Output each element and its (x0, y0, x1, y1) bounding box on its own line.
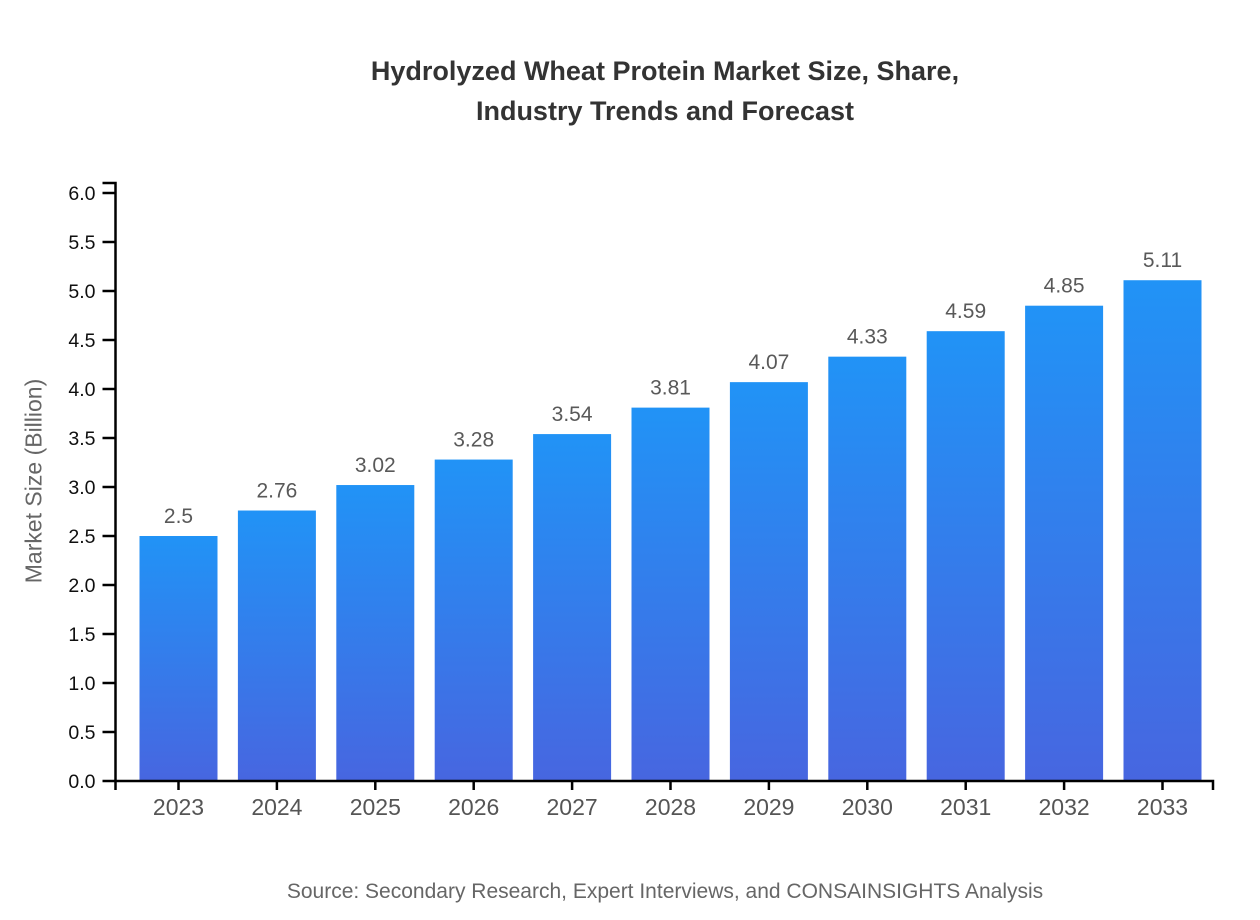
bar-2030 (828, 356, 907, 781)
y-tick-label: 2.5 (68, 526, 95, 548)
x-tick-label: 2029 (743, 794, 794, 820)
chart-title-line2: Industry Trends and Forecast (475, 96, 855, 126)
y-tick-label: 4.5 (68, 330, 95, 352)
bar-2023 (139, 536, 218, 781)
y-tick-label: 4.0 (68, 379, 95, 401)
y-axis-line (102, 181, 117, 781)
x-tick-label: 2031 (940, 794, 991, 820)
bar-value-label: 2.5 (164, 505, 193, 528)
x-tick-label: 2023 (153, 794, 204, 820)
y-tick-label: 3.0 (68, 477, 95, 499)
bar-2024 (237, 510, 316, 781)
x-tick-label: 2032 (1039, 794, 1090, 820)
bar-value-label: 4.59 (945, 300, 986, 323)
bar-2031 (926, 331, 1005, 781)
bar-value-label: 3.02 (355, 454, 396, 477)
x-tick-label: 2033 (1137, 794, 1188, 820)
bar-2027 (533, 434, 612, 781)
bar-2032 (1025, 305, 1104, 781)
bar-2026 (434, 459, 513, 781)
x-tick-label: 2025 (350, 794, 401, 820)
y-tick-label: 3.5 (68, 428, 95, 450)
x-tick-label: 2030 (842, 794, 893, 820)
bar-value-label: 5.11 (1143, 249, 1182, 272)
y-tick-label: 1.0 (68, 673, 95, 695)
bar-2025 (336, 485, 415, 781)
bar-value-label: 3.28 (453, 429, 494, 452)
y-tick-label: 0.5 (68, 722, 95, 744)
bar-2028 (631, 407, 710, 781)
x-tick-label: 2024 (251, 794, 302, 820)
x-tick-label: 2026 (448, 794, 499, 820)
bar-2033 (1123, 280, 1202, 781)
bar-value-label: 4.07 (748, 351, 789, 374)
y-tick-label: 0.0 (68, 771, 95, 793)
y-tick-label: 5.5 (68, 232, 95, 254)
y-tick-label: 6.0 (68, 183, 95, 205)
bar-value-label: 4.85 (1044, 275, 1085, 298)
x-tick-label: 2028 (645, 794, 696, 820)
bar-value-label: 3.81 (650, 377, 691, 400)
chart-title: Hydrolyzed Wheat Protein Market Size, Sh… (76, 51, 1254, 131)
y-tick-label: 2.0 (68, 575, 95, 597)
bar-value-label: 3.54 (552, 403, 593, 426)
bar-2029 (729, 382, 808, 781)
y-tick-label: 1.5 (68, 624, 95, 646)
bar-value-label: 4.33 (847, 326, 888, 349)
x-axis-line (114, 779, 1215, 790)
chart-title-line1: Hydrolyzed Wheat Protein Market Size, Sh… (370, 56, 960, 86)
y-tick-label: 5.0 (68, 281, 95, 303)
x-tick-label: 2027 (547, 794, 598, 820)
bar-value-label: 2.76 (256, 480, 297, 503)
source-note: Source: Secondary Research, Expert Inter… (286, 880, 1044, 903)
